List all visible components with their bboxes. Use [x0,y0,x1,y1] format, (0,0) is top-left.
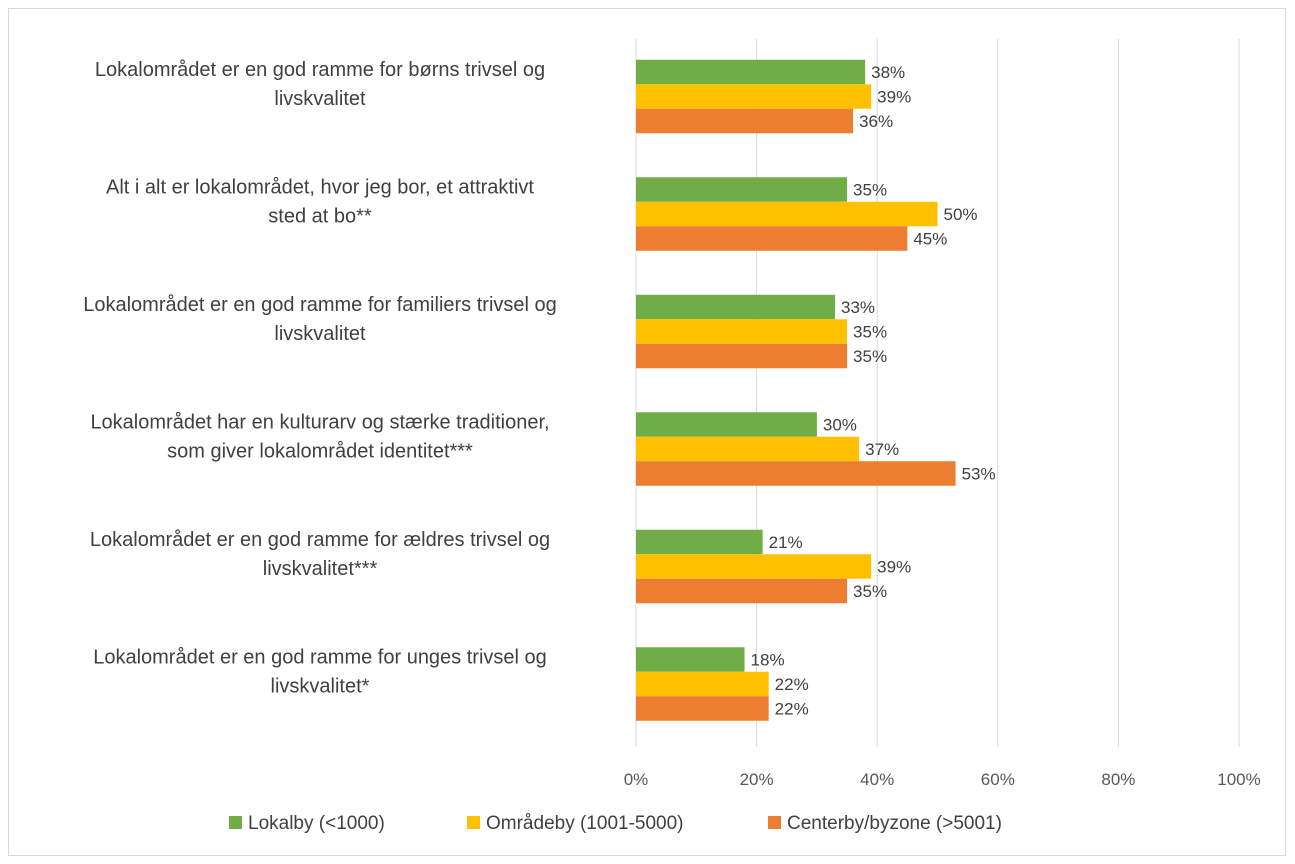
data-label: 53% [962,465,996,484]
data-label: 39% [877,88,911,107]
category-label: livskvalitet [274,323,366,345]
bar [636,554,872,579]
bar [636,436,860,462]
data-label: 30% [823,416,857,435]
x-tick-label: 100% [1217,770,1260,789]
x-tick-label: 60% [981,770,1015,789]
category-label: Lokalområdet er en god ramme for unges t… [93,647,547,669]
category-label: livskvalitet [274,88,366,110]
bar [636,696,769,721]
legend-swatch [467,816,480,829]
data-label: 22% [775,700,809,719]
bar [636,201,938,227]
bar [636,529,763,555]
bar [636,226,908,251]
legend-swatch [768,816,781,829]
bar [636,84,872,109]
data-label: 35% [853,582,887,601]
data-label: 21% [769,533,803,552]
data-label: 37% [865,440,899,459]
x-tick-label: 40% [860,770,894,789]
category-label: livskvalitet*** [263,558,378,580]
data-label: 33% [841,298,875,317]
data-label: 50% [944,205,978,224]
legend-label: Områdeby (1001-5000) [486,813,684,834]
bar-chart: 0% 20% 40% 60% 80% 100% 38% 39% 36% Lokalområdet … [83,39,1261,834]
bar [636,647,745,672]
bar [636,59,866,85]
bar [636,461,956,486]
data-label: 36% [859,112,893,131]
data-label: 38% [871,63,905,82]
category-label: Lokalområdet er en god ramme for ældres … [90,529,550,551]
category-label: Lokalområdet er en god ramme for børns t… [95,59,545,81]
bar [636,671,769,697]
legend-label: Lokalby (<1000) [248,813,385,834]
bar [636,294,835,320]
category-label: livskvalitet* [271,676,370,698]
data-label: 35% [853,347,887,366]
x-tick-label: 0% [624,770,649,789]
data-label: 45% [913,230,947,249]
data-label: 18% [751,651,785,670]
data-label: 22% [775,675,809,694]
category-label: Alt i alt er lokalområdet, hvor jeg bor,… [106,177,534,199]
legend-swatch [229,816,242,829]
bar [636,108,854,134]
data-label: 35% [853,181,887,200]
data-label: 39% [877,558,911,577]
x-tick-label: 80% [1101,770,1135,789]
legend-label: Centerby/byzone (>5001) [787,813,1002,834]
bar [636,343,848,369]
category-label: som giver lokalområdet identitet*** [167,441,473,463]
category-label: sted at bo** [268,206,372,228]
category-label: Lokalområdet har en kulturarv og stærke … [90,412,549,434]
bar [636,319,848,344]
x-tick-label: 20% [740,770,774,789]
bar [636,412,817,437]
category-label: Lokalområdet er en god ramme for familie… [83,294,557,316]
data-label: 35% [853,323,887,342]
chart-frame: 0% 20% 40% 60% 80% 100% 38% 39% 36% Lokalområdet … [8,8,1286,856]
bar [636,177,848,202]
bar [636,578,848,604]
